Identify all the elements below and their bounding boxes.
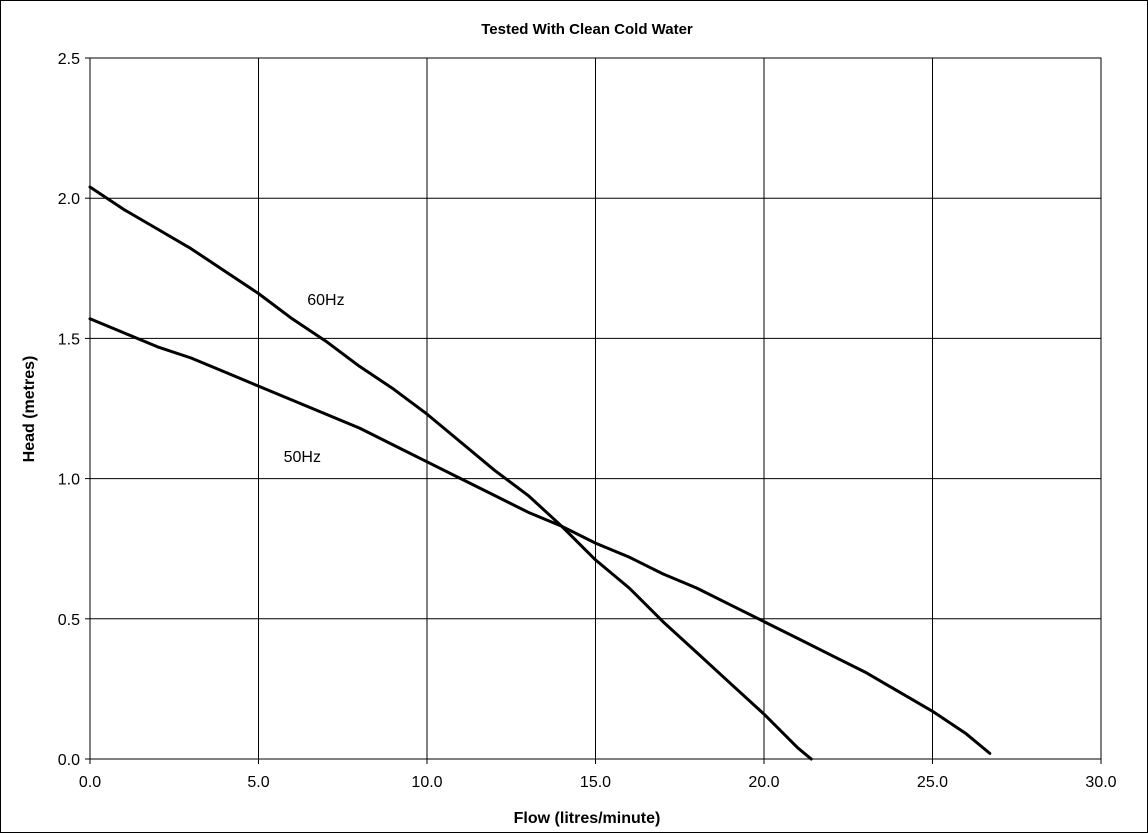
x-tick-label: 5.0 [247,774,269,791]
annotation-label: 50Hz [284,449,321,466]
annotations: 60Hz 50Hz [284,292,345,466]
x-tick-label: 25.0 [917,774,948,791]
x-tick-label: 20.0 [748,774,779,791]
x-tick-label: 10.0 [411,774,442,791]
series-layer [88,185,992,761]
tick-labels: 0.0 5.0 10.0 15.0 20.0 25.0 30.0 0.0 0.5 1.0 1.5 2.… [58,51,1117,791]
y-tick-label: 0.5 [58,612,80,629]
series-line-50hz [88,317,992,755]
series-line-60hz [88,185,813,761]
x-tick-label: 0.0 [79,774,101,791]
y-tick-label: 0.0 [58,752,80,769]
x-tick-label: 15.0 [580,774,611,791]
chart-title: Tested With Clean Cold Water [481,21,693,38]
y-axis-label: Head (metres) [21,356,38,463]
x-tick-label: 30.0 [1085,774,1116,791]
y-tick-label: 1.0 [58,472,80,489]
y-tick-label: 1.5 [58,331,80,348]
y-tick-label: 2.5 [58,51,80,68]
plot-area-border [89,57,1102,760]
grid-layer [85,57,1102,764]
y-tick-label: 2.0 [58,191,80,208]
x-axis-label: Flow (litres/minute) [514,810,661,827]
annotation-label: 60Hz [307,292,344,309]
